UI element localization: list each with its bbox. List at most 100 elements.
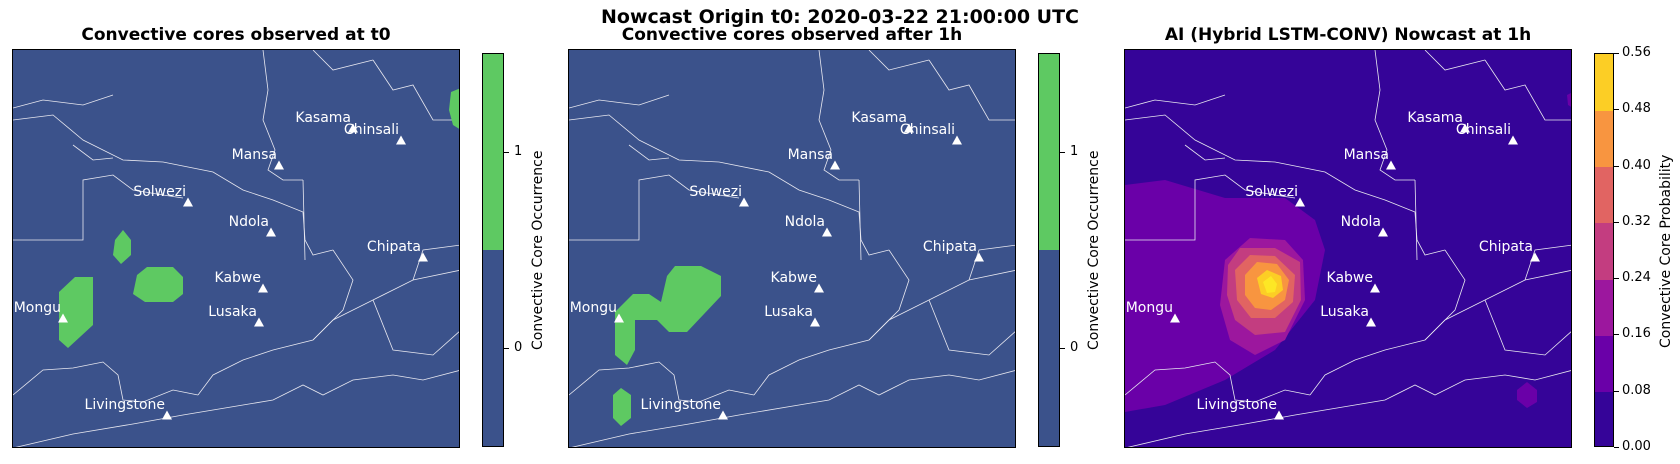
map-panel-1h: Kasama Chinsali Mansa Solwezi Ndola Chipata Ka… xyxy=(568,49,1016,448)
colorbar-tick: 0.16 xyxy=(1622,326,1651,342)
colorbar-tick: 0.40 xyxy=(1622,157,1651,173)
colorbar-tick-0: 0 xyxy=(514,340,523,355)
colorbar-segment xyxy=(1595,391,1613,446)
city-label-chinsali: Chinsali xyxy=(899,122,955,138)
country-border xyxy=(1354,370,1571,406)
country-border xyxy=(928,59,1015,121)
country-border xyxy=(1127,404,1356,447)
country-border xyxy=(868,249,910,341)
country-border xyxy=(13,174,184,241)
country-border xyxy=(13,94,114,109)
core-cluster-mongu xyxy=(59,277,93,348)
country-border xyxy=(15,404,244,447)
figure-suptitle: Nowcast Origin t0: 2020-03-22 21:00:00 U… xyxy=(600,6,1079,28)
country-border xyxy=(1184,144,1226,161)
city-label-lusaka: Lusaka xyxy=(764,304,813,320)
country-border xyxy=(1484,299,1571,356)
map-panel-t0: Kasama Chinsali Mansa Solwezi Ndola Chipata Ka… xyxy=(12,49,460,448)
country-border xyxy=(13,114,334,256)
country-border xyxy=(569,114,890,256)
city-marker-chipata xyxy=(1530,252,1540,262)
city-label-chipata: Chipata xyxy=(1478,239,1533,255)
city-marker-mongu xyxy=(1170,313,1180,323)
city-label-kasama: Kasama xyxy=(1407,110,1463,126)
city-label-livingstone: Livingstone xyxy=(640,397,721,413)
country-border xyxy=(1484,59,1571,121)
city-label-livingstone: Livingstone xyxy=(84,397,165,413)
city-label-mongu: Mongu xyxy=(13,300,61,316)
city-label-chinsali: Chinsali xyxy=(343,122,399,138)
country-border xyxy=(569,94,670,109)
core-cluster-small-west xyxy=(113,230,131,264)
country-border xyxy=(968,244,1015,281)
city-label-ndola: Ndola xyxy=(784,214,825,230)
city-label-kabwe: Kabwe xyxy=(770,270,817,286)
city-marker-kasama xyxy=(904,123,914,133)
colorbar-label: Convective Core Occurrence xyxy=(530,150,546,350)
city-marker-kasama xyxy=(1460,123,1470,133)
city-marker-chinsali xyxy=(952,135,962,145)
country-border xyxy=(13,361,199,403)
country-border xyxy=(1125,94,1226,109)
city-marker-solwezi xyxy=(1295,197,1305,207)
country-border xyxy=(1125,361,1311,403)
city-label-kasama: Kasama xyxy=(851,110,907,126)
country-border xyxy=(628,144,670,161)
probability-field xyxy=(1125,93,1571,412)
country-border xyxy=(372,299,459,356)
country-border xyxy=(412,244,459,281)
country-border xyxy=(1524,244,1571,281)
colorbar-tick-1: 1 xyxy=(514,144,523,159)
colorbar-segment xyxy=(1595,54,1613,111)
country-border xyxy=(1125,174,1296,241)
city-label-lusaka: Lusaka xyxy=(208,304,257,320)
city-marker-kabwe xyxy=(1370,283,1380,293)
colorbar-1h xyxy=(1038,53,1060,447)
city-marker-chinsali xyxy=(396,135,406,145)
country-border xyxy=(868,50,930,71)
country-border xyxy=(569,174,740,241)
colorbar-tick-0: 0 xyxy=(1070,340,1079,355)
city-label-mongu: Mongu xyxy=(569,300,617,316)
colorbar-tick: 0.56 xyxy=(1622,45,1651,60)
country-border xyxy=(372,59,459,121)
core-cluster-central xyxy=(133,267,183,302)
country-border xyxy=(312,50,374,71)
country-border xyxy=(1374,50,1415,181)
city-marker-solwezi xyxy=(183,197,193,207)
map-panel-nowcast: Kasama Chinsali Mansa Solwezi Ndola Chipata Ka… xyxy=(1124,49,1572,448)
colorbar-tick: 0.00 xyxy=(1622,439,1651,454)
country-border xyxy=(818,50,859,181)
colorbar-nowcast xyxy=(1594,53,1614,447)
colorbar-segment xyxy=(1595,222,1613,280)
panel-title-1h: Convective cores observed after 1h xyxy=(621,25,963,45)
country-border xyxy=(302,179,306,261)
map-borders xyxy=(1125,50,1571,447)
colorbar-label: Convective Core Occurrence xyxy=(1086,150,1102,350)
city-label-kasama: Kasama xyxy=(295,110,351,126)
map-borders xyxy=(13,50,459,447)
colorbar-tick: 0.48 xyxy=(1622,101,1651,117)
country-border xyxy=(1414,179,1418,261)
colorbar-tick: 0.32 xyxy=(1622,213,1651,229)
convective-cores-1h xyxy=(613,266,721,426)
city-marker-ndola xyxy=(822,227,832,237)
panel-title-nowcast: AI (Hybrid LSTM-CONV) Nowcast at 1h xyxy=(1164,25,1532,45)
city-marker-chinsali xyxy=(1508,135,1518,145)
country-border xyxy=(242,370,459,406)
prob-level-056 xyxy=(1263,276,1277,293)
city-label-mansa: Mansa xyxy=(231,147,277,163)
country-border xyxy=(1424,249,1466,341)
city-label-mansa: Mansa xyxy=(787,147,833,163)
city-marker-kabwe xyxy=(258,283,268,293)
city-marker-chipata xyxy=(418,252,428,262)
colorbar-tick: 0.24 xyxy=(1622,270,1651,286)
colorbar-segment xyxy=(1595,110,1613,168)
country-border xyxy=(1125,114,1446,256)
city-label-mansa: Mansa xyxy=(1343,147,1389,163)
country-border xyxy=(569,361,755,403)
core-cluster-main xyxy=(615,266,721,365)
city-label-solwezi: Solwezi xyxy=(133,184,186,200)
city-marker-solwezi xyxy=(739,197,749,207)
colorbar-segment xyxy=(1595,279,1613,336)
